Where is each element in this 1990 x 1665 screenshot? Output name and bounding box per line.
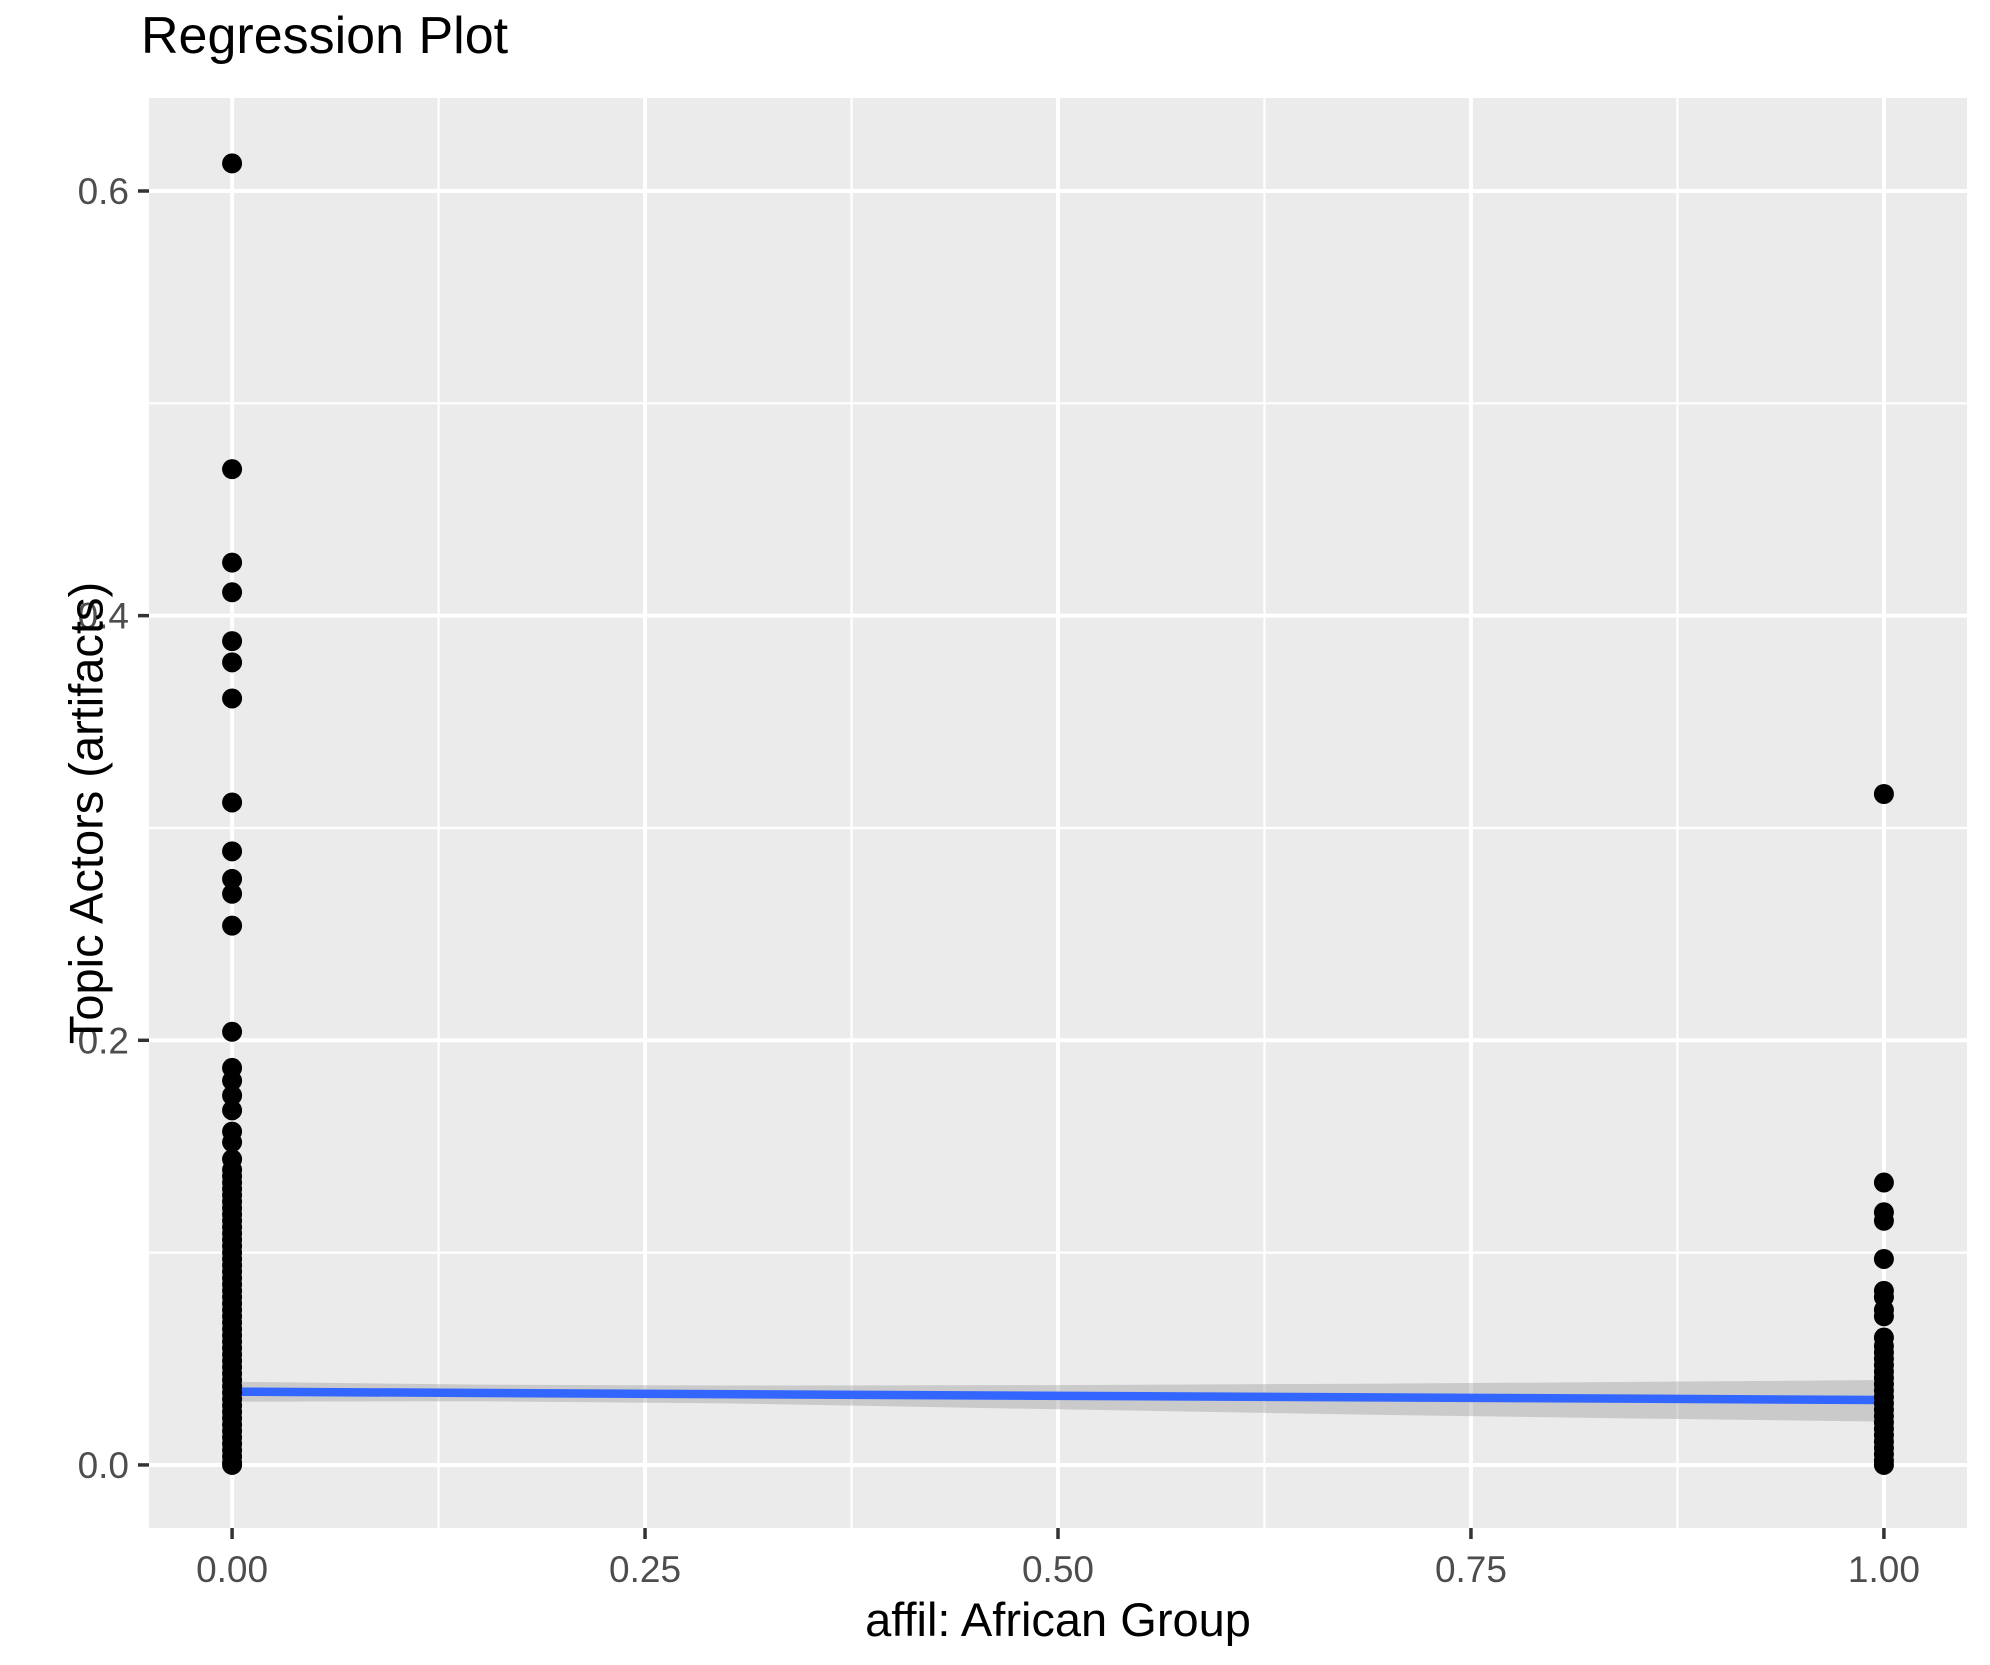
data-point [222, 1021, 243, 1042]
x-axis-tick-label: 0.00 [196, 1549, 268, 1590]
data-point [222, 552, 243, 573]
data-point [222, 1132, 243, 1153]
data-point [1873, 783, 1894, 804]
x-axis-tick-label: 0.75 [1435, 1549, 1507, 1590]
x-axis-title: affil: African Group [865, 1593, 1251, 1646]
data-point [222, 652, 243, 673]
data-point [222, 688, 243, 709]
data-point [222, 792, 243, 813]
data-point [222, 841, 243, 862]
data-point [222, 1454, 243, 1475]
data-point [1873, 1248, 1894, 1269]
data-point [1873, 1454, 1894, 1475]
data-point [222, 631, 243, 652]
regression-line [232, 1387, 1884, 1405]
data-point [222, 1100, 243, 1121]
y-axis-tick-label: 0.2 [78, 1020, 129, 1061]
data-point [222, 1070, 243, 1091]
data-point [1873, 1306, 1894, 1327]
x-axis-tick-label: 1.00 [1848, 1549, 1920, 1590]
y-axis-tick-label: 0.6 [78, 171, 129, 212]
data-point [222, 459, 243, 480]
data-point [222, 883, 243, 904]
x-axis-tick-label: 0.50 [1022, 1549, 1094, 1590]
data-point [222, 153, 243, 174]
chart-title: Regression Plot [141, 7, 509, 65]
y-axis-tick-label: 0.4 [78, 596, 129, 637]
data-point [222, 582, 243, 603]
data-point [1873, 1172, 1894, 1193]
x-axis-tick-label: 0.25 [609, 1549, 681, 1590]
y-axis-title: Topic Actors (artifacts) [59, 581, 113, 1045]
data-point [222, 1085, 243, 1106]
y-axis-tick-label: 0.0 [78, 1445, 129, 1486]
data-point [1873, 1210, 1894, 1231]
data-point [222, 868, 243, 889]
data-point [222, 915, 243, 936]
